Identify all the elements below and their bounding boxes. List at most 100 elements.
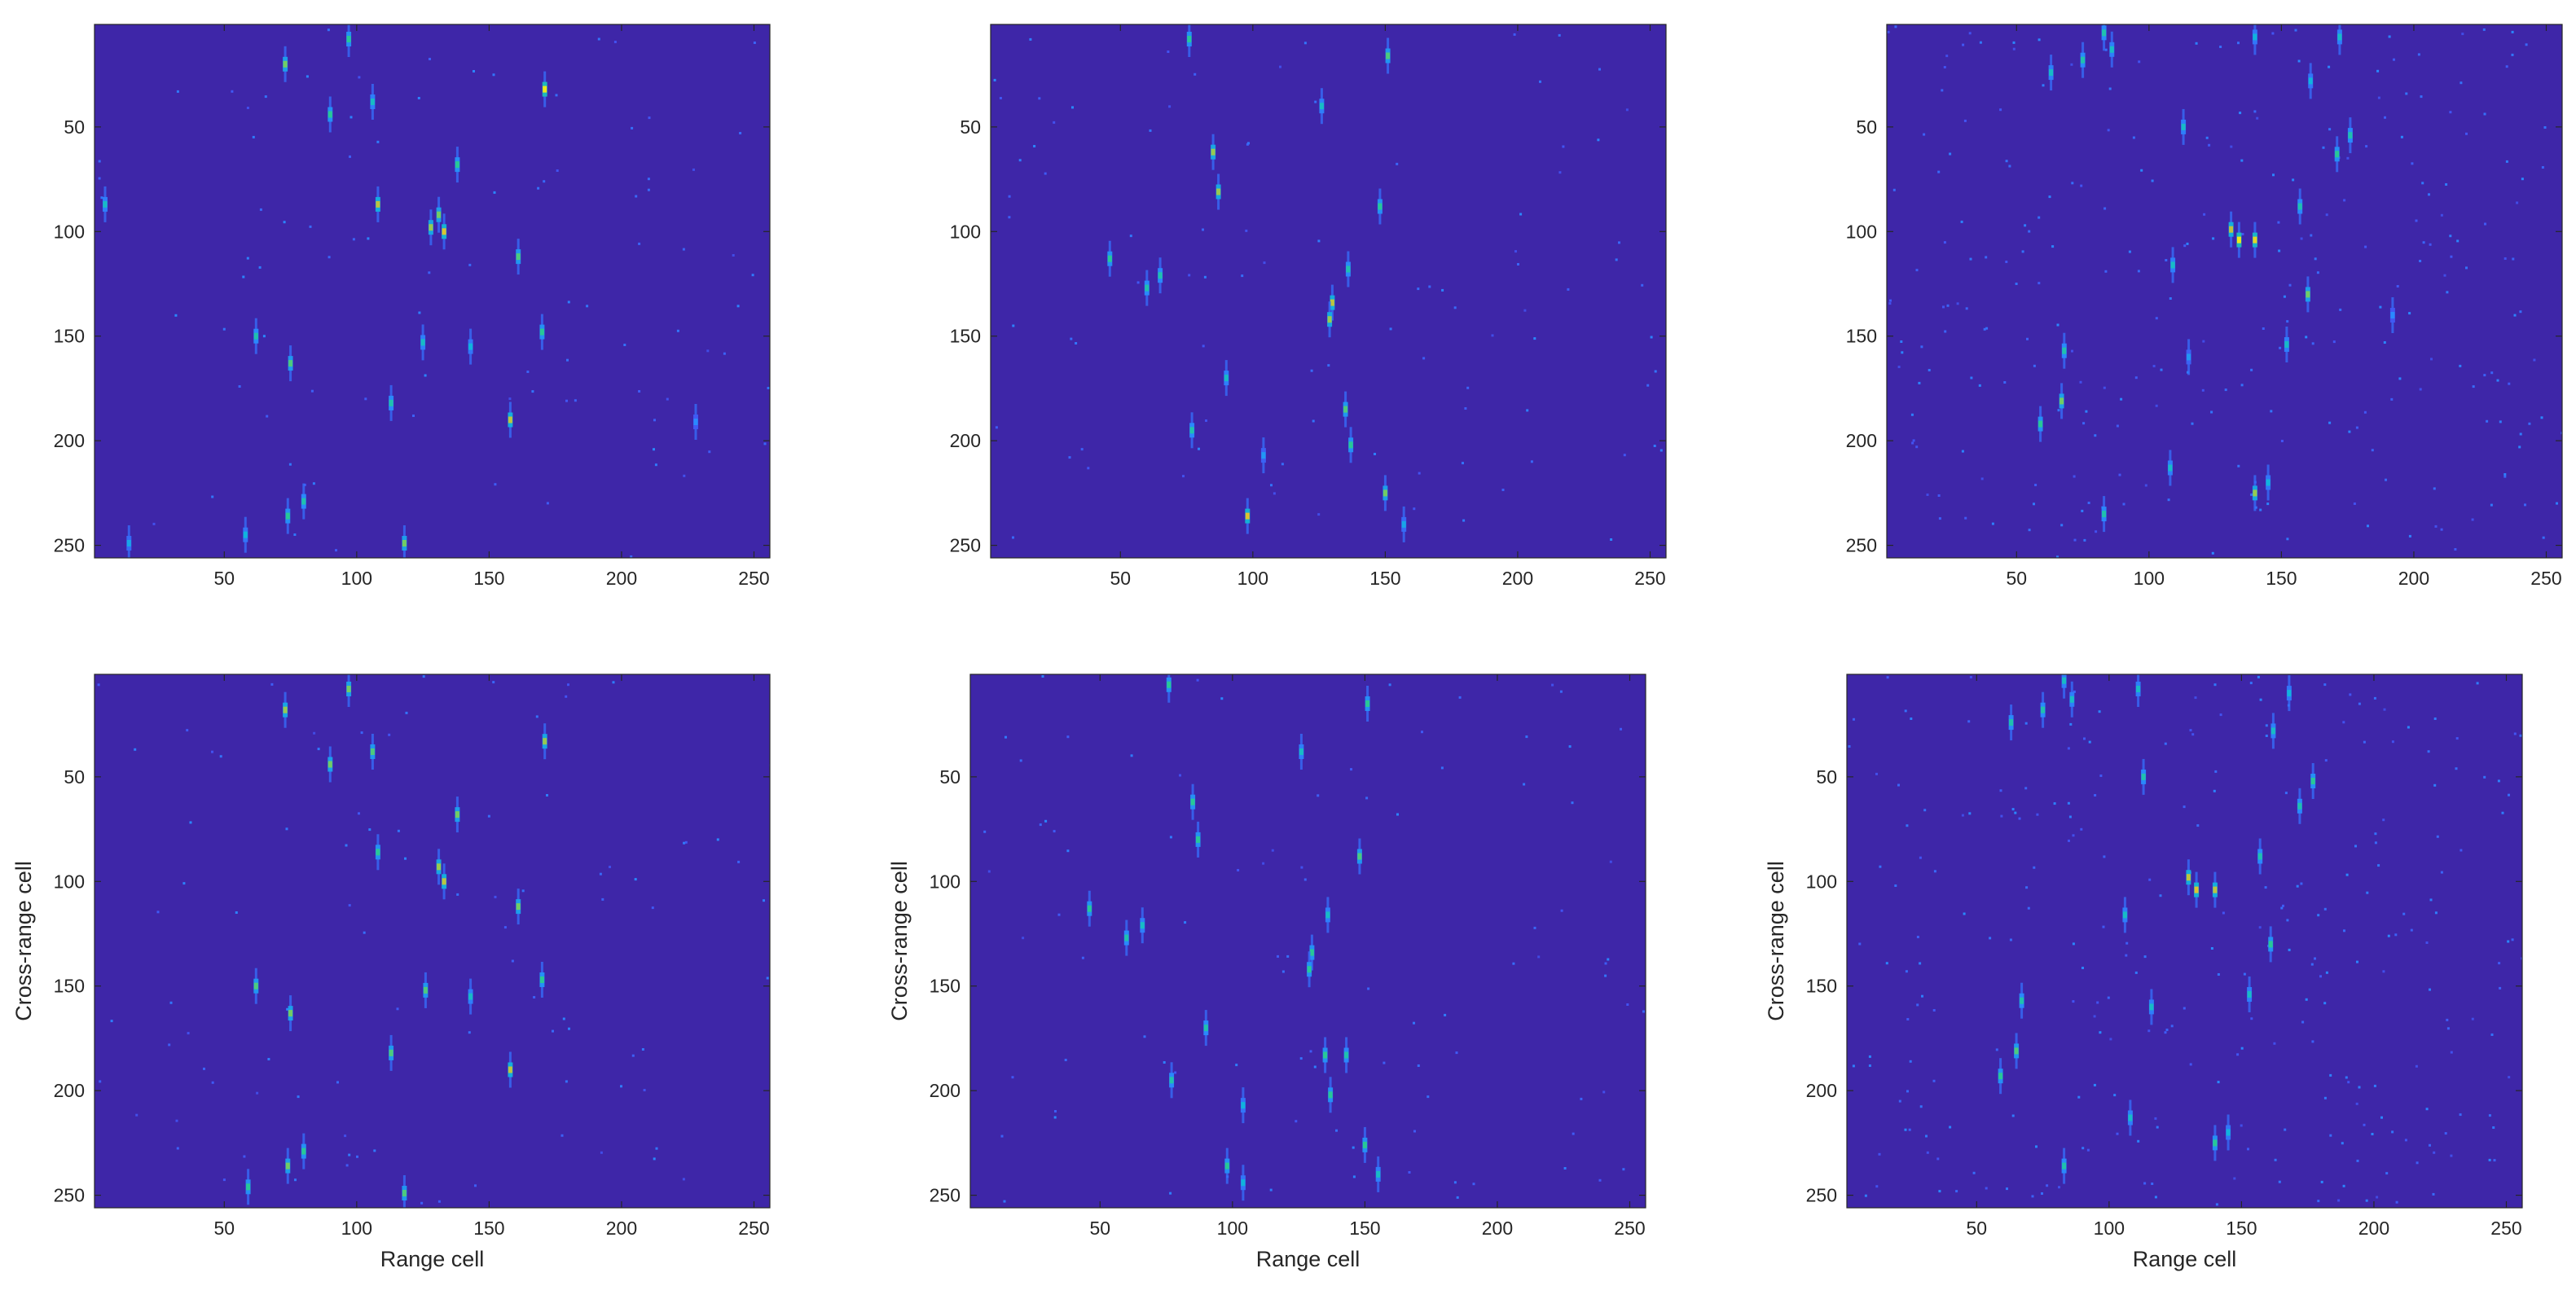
noise-speckle	[2079, 380, 2082, 384]
noise-speckle	[1937, 494, 1941, 497]
noise-speckle	[2461, 33, 2464, 36]
noise-speckle	[2093, 1015, 2096, 1018]
noise-speckle	[2310, 234, 2313, 237]
noise-speckle	[1335, 1129, 1338, 1132]
noise-speckle	[397, 829, 400, 832]
noise-speckle	[1995, 1048, 1998, 1051]
noise-speckle	[612, 681, 615, 684]
noise-speckle	[1130, 754, 1133, 757]
noise-speckle	[2501, 811, 2504, 814]
scatterer-point	[1240, 1165, 1246, 1201]
noise-speckle	[2222, 911, 2225, 915]
noise-speckle	[1413, 1130, 1416, 1133]
noise-speckle	[556, 169, 559, 172]
plot-area	[1847, 674, 2522, 1208]
noise-speckle	[1910, 413, 1914, 416]
noise-speckle	[2450, 1051, 2453, 1054]
noise-speckle	[2058, 1186, 2060, 1189]
noise-speckle	[2445, 183, 2448, 186]
scatterer-point	[402, 525, 407, 558]
y-tick-label: 100	[54, 871, 85, 892]
noise-speckle	[2271, 32, 2275, 35]
scatterer-point	[2181, 108, 2187, 145]
noise-speckle	[420, 1201, 424, 1205]
noise-speckle	[2382, 970, 2385, 973]
noise-speckle	[723, 352, 726, 355]
noise-speckle	[2483, 112, 2486, 116]
x-tick-label: 100	[1237, 568, 1268, 589]
y-tick-label: 200	[54, 1080, 85, 1101]
scatterer-point	[1343, 1037, 1349, 1073]
noise-speckle	[1019, 759, 1022, 762]
noise-speckle	[2109, 1038, 2112, 1041]
noise-speckle	[546, 794, 548, 797]
scatterer-point	[1348, 427, 1354, 463]
noise-speckle	[2323, 683, 2327, 687]
noise-speckle	[422, 675, 425, 678]
noise-speckle	[2240, 1124, 2243, 1127]
noise-speckle	[428, 271, 431, 274]
y-tick-label: 100	[950, 221, 981, 242]
noise-speckle	[638, 390, 641, 393]
noise-speckle	[2433, 718, 2437, 720]
scatterer-point	[2194, 871, 2200, 908]
noise-speckle	[293, 533, 297, 536]
x-tick-label: 200	[606, 568, 637, 589]
noise-speckle	[2524, 503, 2526, 507]
noise-speckle	[655, 1147, 658, 1150]
noise-speckle	[2393, 58, 2395, 61]
noise-speckle	[535, 715, 538, 718]
noise-speckle	[1985, 256, 1988, 259]
scatterer-point	[1260, 437, 1266, 474]
scatterer-point	[103, 186, 108, 222]
noise-speckle	[1203, 275, 1207, 279]
scatterer-point	[455, 147, 460, 183]
noise-speckle	[2067, 801, 2070, 805]
noise-speckle	[2051, 245, 2055, 248]
plot-area	[970, 674, 1646, 1208]
noise-speckle	[2194, 696, 2197, 700]
noise-speckle	[2440, 213, 2443, 217]
x-tick-label: 50	[2007, 568, 2028, 589]
noise-speckle	[2241, 233, 2244, 235]
noise-speckle	[412, 415, 415, 417]
noise-speckle	[2493, 1159, 2496, 1162]
scatterer-point	[1401, 506, 1407, 542]
noise-speckle	[2024, 787, 2028, 790]
noise-speckle	[2483, 374, 2486, 377]
noise-speckle	[317, 748, 320, 751]
noise-speckle	[2264, 886, 2267, 889]
y-tick-label: 100	[1846, 221, 1877, 242]
noise-speckle	[1920, 345, 1923, 349]
noise-speckle	[568, 1027, 570, 1030]
panel-2: 50 100 150 200 250 50 100 150 200 250	[950, 24, 1667, 589]
noise-speckle	[309, 225, 312, 228]
noise-speckle	[2300, 237, 2303, 240]
noise-speckle	[368, 828, 371, 832]
scatterer-point	[1345, 251, 1351, 287]
y-tick-label: 50	[64, 766, 85, 788]
noise-speckle	[1202, 228, 1204, 231]
x-tick-label: 250	[1634, 568, 1665, 589]
panel-1: 50 100 150 200 250 50 100 150 200 250	[54, 24, 771, 589]
noise-speckle	[262, 335, 266, 338]
noise-speckle	[2311, 342, 2314, 345]
scatterer-point	[2252, 24, 2257, 55]
noise-speckle	[2217, 973, 2220, 976]
noise-speckle	[1501, 489, 1505, 491]
noise-speckle	[2314, 257, 2317, 261]
image-content	[983, 674, 1645, 1203]
noise-speckle	[2250, 368, 2253, 371]
scatterer-point	[2247, 976, 2253, 1012]
noise-speckle	[2505, 160, 2508, 163]
noise-speckle	[1374, 453, 1376, 455]
noise-speckle	[285, 827, 288, 831]
noise-speckle	[643, 1089, 646, 1091]
noise-speckle	[1383, 1061, 1386, 1064]
noise-speckle	[1066, 849, 1070, 853]
noise-speckle	[2266, 502, 2270, 506]
noise-speckle	[1303, 878, 1307, 881]
scatterer-point	[2101, 24, 2107, 51]
noise-speckle	[2099, 775, 2103, 777]
noise-speckle	[2240, 1047, 2244, 1050]
